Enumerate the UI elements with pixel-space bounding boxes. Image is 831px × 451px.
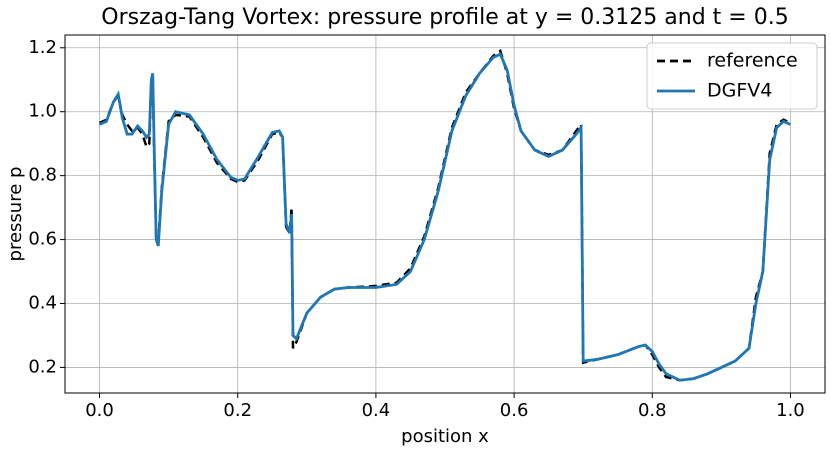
x-tick-label: 0.4 — [362, 400, 391, 421]
x-axis-label: position x — [401, 426, 489, 447]
y-tick-label: 1.0 — [28, 101, 57, 122]
y-tick-label: 1.2 — [28, 37, 57, 58]
x-tick-label: 0.0 — [85, 400, 114, 421]
chart-title: Orszag-Tang Vortex: pressure profile at … — [101, 5, 788, 30]
y-axis-label: pressure p — [5, 167, 26, 262]
x-tick-label: 0.2 — [223, 400, 252, 421]
y-tick-label: 0.6 — [28, 229, 57, 250]
y-tick-label: 0.8 — [28, 165, 57, 186]
x-tick-label: 0.8 — [638, 400, 667, 421]
plot-frame — [64, 34, 826, 394]
x-tick-label: 1.0 — [776, 400, 805, 421]
legend-label: reference — [707, 50, 798, 72]
legend-label: DGFV4 — [707, 80, 772, 102]
x-tick-label: 0.6 — [500, 400, 529, 421]
y-tick-label: 0.4 — [28, 293, 57, 314]
series-line — [98, 52, 792, 382]
legend-box — [646, 42, 818, 110]
y-tick-label: 0.2 — [28, 356, 57, 377]
